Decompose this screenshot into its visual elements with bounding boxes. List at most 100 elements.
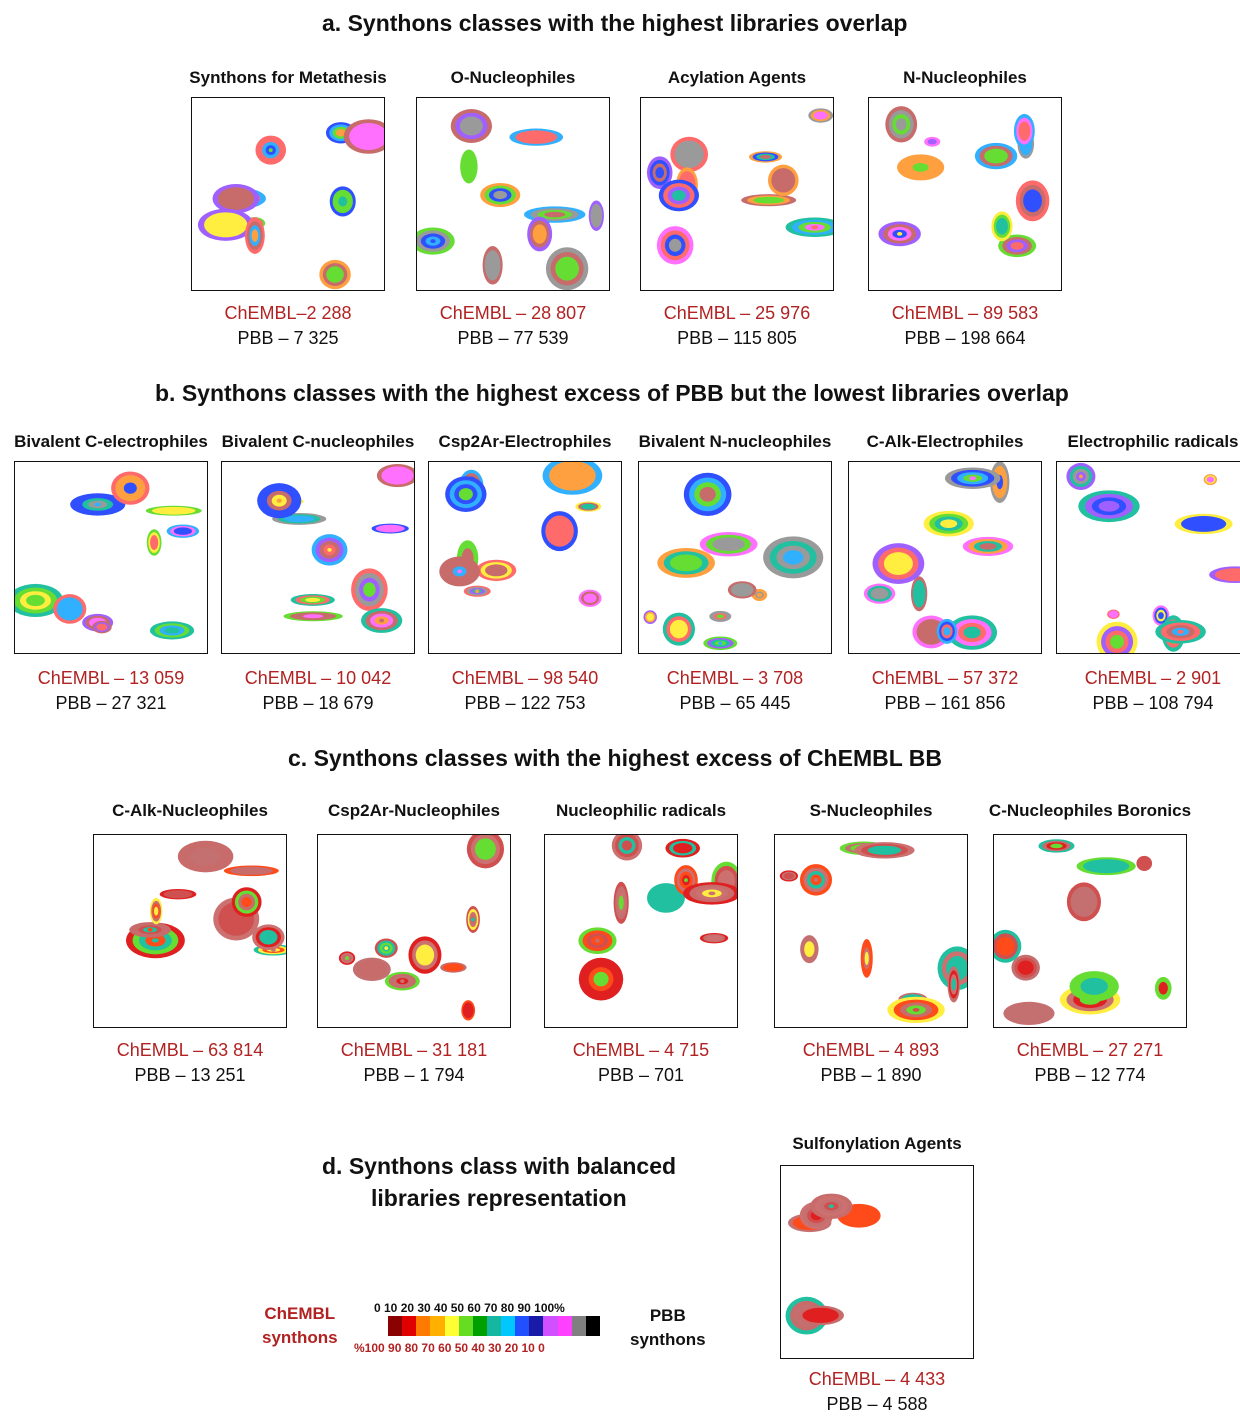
panel-counts: ChEMBL–2 288 PBB – 7 325	[178, 301, 398, 351]
legend-color-cell	[585, 1316, 601, 1336]
chembl-count: ChEMBL – 13 059	[37, 668, 185, 688]
legend-color-cell	[557, 1316, 573, 1336]
density-blob	[912, 580, 926, 608]
density-blob	[716, 614, 725, 619]
chembl-count: ChEMBL – 89 583	[891, 303, 1039, 323]
panel-counts: ChEMBL – 2 901 PBB – 108 794	[1043, 666, 1240, 716]
density-blob	[430, 239, 436, 244]
density-map	[868, 97, 1062, 291]
density-blob	[1098, 500, 1120, 512]
panel-counts: ChEMBL – 28 807 PBB – 77 539	[403, 301, 623, 351]
density-blob	[1010, 242, 1024, 250]
chembl-count: ChEMBL – 98 540	[451, 668, 599, 688]
pbb-count: PBB – 108 794	[1092, 693, 1214, 713]
density-blob	[443, 963, 464, 972]
density-blob	[988, 151, 1004, 161]
density-map	[544, 834, 738, 1028]
pbb-count: PBB – 13 251	[134, 1065, 246, 1085]
panel-counts: ChEMBL – 4 715 PBB – 701	[531, 1038, 751, 1088]
chembl-count: ChEMBL – 2 901	[1084, 668, 1222, 688]
panel-title: C-Nucleophiles Boronics	[988, 801, 1192, 820]
pbb-count: PBB – 161 856	[884, 693, 1006, 713]
density-blob	[669, 619, 688, 639]
chembl-count: ChEMBL – 4 893	[802, 1040, 940, 1060]
density-blob	[814, 877, 818, 882]
density-blob	[549, 462, 596, 491]
density-blob	[345, 956, 349, 961]
density-blob	[912, 163, 929, 172]
density-blob	[241, 897, 252, 908]
legend-pbb-line2: synthons	[630, 1330, 706, 1349]
density-blob	[674, 140, 704, 169]
density-blob	[655, 167, 665, 179]
density-blob	[357, 960, 387, 979]
density-map	[191, 97, 385, 291]
density-blob	[782, 550, 804, 565]
panel-counts: ChEMBL – 10 042 PBB – 18 679	[208, 666, 428, 716]
density-blob	[940, 519, 958, 529]
pbb-count: PBB – 115 805	[677, 328, 797, 348]
density-blob	[545, 515, 574, 547]
chembl-count: ChEMBL – 4 433	[808, 1369, 946, 1389]
panel-title: Nucleophilic radicals	[555, 801, 727, 820]
panel-counts: ChEMBL – 4 433 PBB – 4 588	[767, 1367, 987, 1417]
legend-color-cell	[388, 1316, 403, 1336]
density-blob	[899, 122, 904, 127]
density-blob	[969, 476, 976, 481]
panel-counts: ChEMBL – 98 540 PBB – 122 753	[415, 666, 635, 716]
panel-title: Bivalent C-electrophiles	[14, 432, 208, 451]
density-blob	[493, 190, 508, 200]
panel-title: Acylation Agents	[667, 68, 807, 87]
legend-color-cell	[529, 1316, 544, 1336]
density-blob	[883, 552, 913, 575]
density-blob	[996, 937, 1015, 956]
legend-color-cell	[501, 1316, 516, 1336]
density-blob	[1177, 629, 1184, 634]
chembl-count: ChEMBL – 31 181	[340, 1040, 488, 1060]
density-map	[14, 461, 208, 654]
density-blob	[96, 623, 108, 631]
density-blob	[462, 153, 476, 180]
density-blob	[672, 190, 686, 201]
density-blob	[1070, 886, 1098, 917]
legend-top-ticks: 0 10 20 30 40 50 60 70 80 90 100%	[374, 1301, 565, 1315]
density-blob	[668, 238, 682, 252]
density-blob	[870, 587, 889, 600]
pbb-count: PBB – 4 588	[826, 1394, 928, 1414]
density-blob	[327, 547, 332, 552]
chembl-count: ChEMBL – 3 708	[666, 668, 804, 688]
density-blob	[712, 537, 745, 552]
pbb-count: PBB – 65 445	[679, 693, 791, 713]
chembl-count: ChEMBL – 57 372	[871, 668, 1019, 688]
density-blob	[943, 627, 951, 636]
density-blob	[251, 229, 259, 242]
density-blob	[811, 225, 819, 230]
panel-counts: ChEMBL – 31 181 PBB – 1 794	[304, 1038, 524, 1088]
density-blob	[1023, 189, 1042, 213]
panel-counts: ChEMBL – 57 372 PBB – 161 856	[835, 666, 1055, 716]
density-blob	[379, 618, 385, 623]
pbb-count: PBB – 12 774	[1034, 1065, 1146, 1085]
density-blob	[26, 594, 45, 607]
density-blob	[621, 840, 633, 851]
density-blob	[400, 979, 405, 984]
density-blob	[459, 116, 483, 136]
panel-counts: ChEMBL – 3 708 PBB – 65 445	[625, 666, 845, 716]
density-blob	[123, 482, 137, 494]
density-blob	[646, 613, 654, 621]
density-blob	[475, 589, 480, 594]
pbb-count: PBB – 198 664	[904, 328, 1026, 348]
density-blob	[1080, 977, 1108, 995]
legend-color-cell	[543, 1316, 559, 1336]
density-blob	[164, 627, 180, 634]
density-blob	[56, 597, 83, 621]
panel-counts: ChEMBL – 25 976 PBB – 115 805	[627, 301, 847, 351]
density-blob	[828, 1204, 834, 1209]
pbb-count: PBB – 27 321	[55, 693, 167, 713]
density-blob	[349, 123, 384, 150]
pbb-count: PBB – 701	[597, 1065, 685, 1085]
density-blob	[1050, 843, 1063, 849]
panel-title: Bivalent C-nucleophiles	[221, 432, 415, 451]
density-blob	[326, 266, 344, 283]
density-blob	[912, 1007, 920, 1012]
